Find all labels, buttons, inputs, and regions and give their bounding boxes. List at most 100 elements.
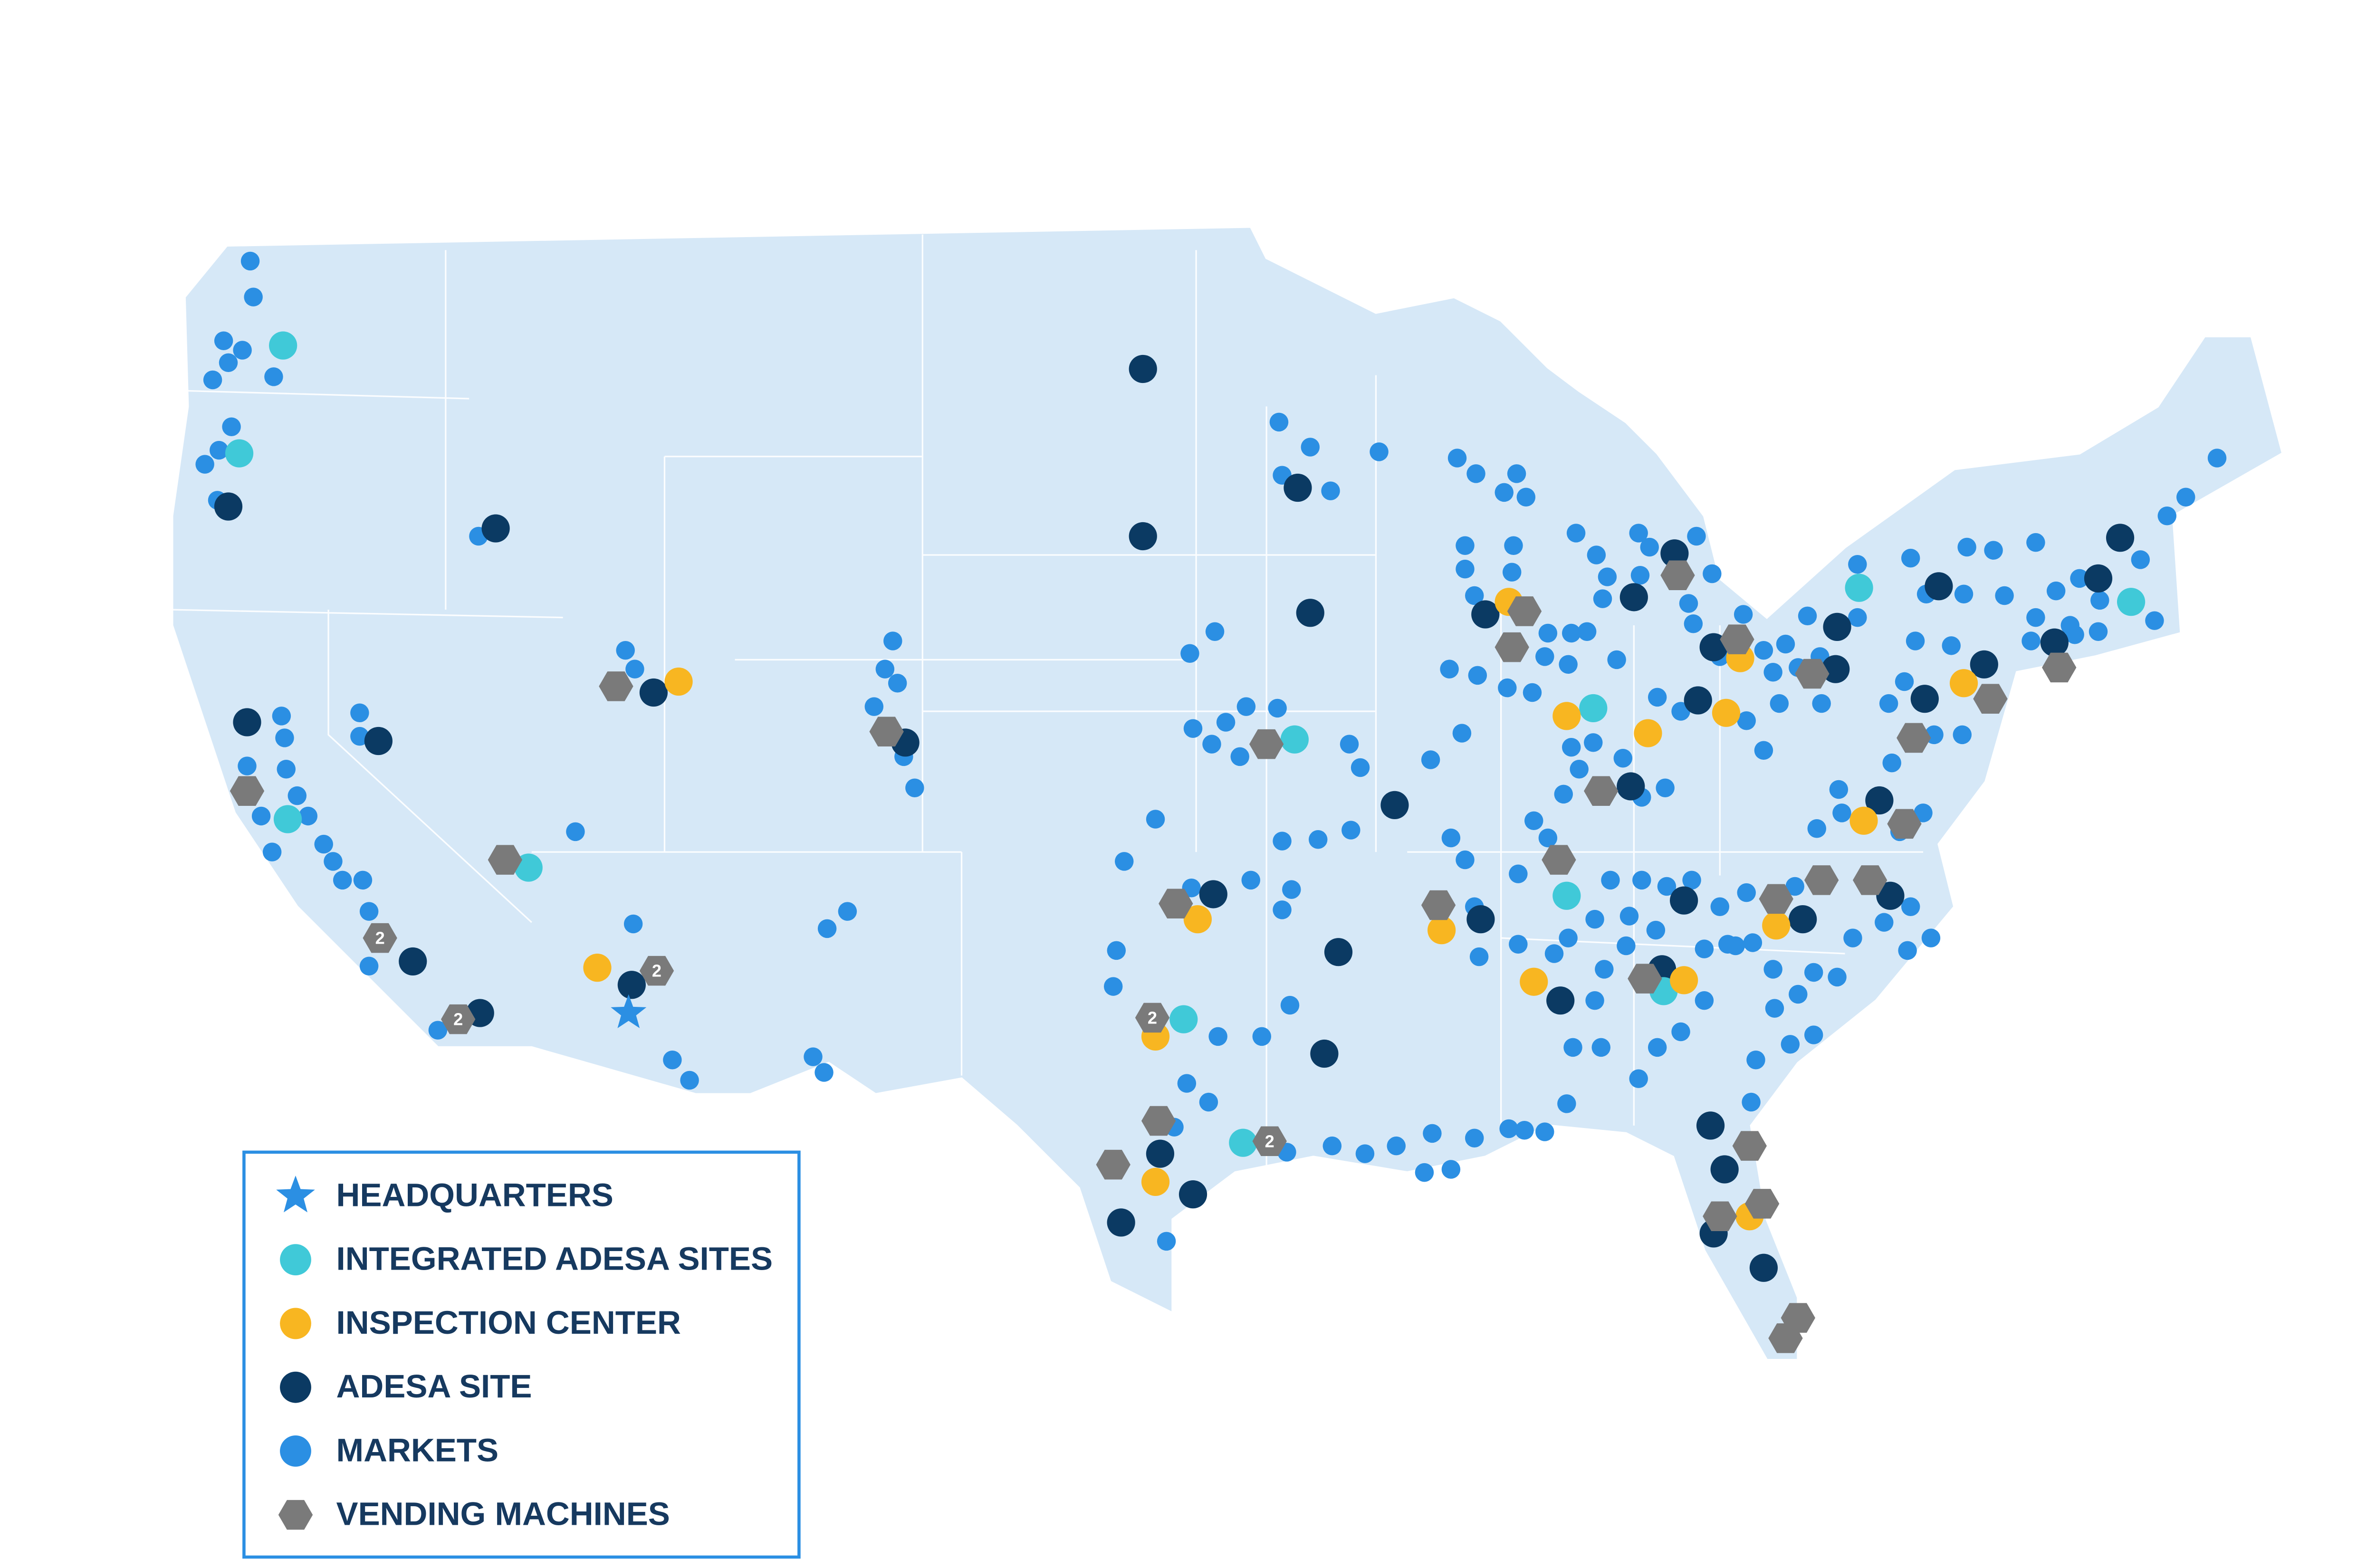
adesa-site-dot [2106,524,2135,552]
vending-machine [1628,964,1662,994]
market-dot [1829,780,1849,799]
market-dot [1507,464,1526,483]
integrated-site-dot [1845,574,1873,602]
vending-machine [639,956,674,986]
market-dot [1107,941,1126,960]
market-dot [1563,1038,1582,1057]
market-dot [2026,533,2045,552]
market-dot [1146,810,1165,829]
legend-label: VENDING MACHINES [336,1495,670,1532]
market-dot [1441,828,1461,848]
markers: 2 2 2 2 2 [195,251,2227,1353]
legend-icon [280,1371,311,1403]
market-dot [1452,724,1472,743]
adesa-site-dot [1546,986,1575,1015]
market-dot [1770,694,1789,713]
adesa-site-dot [1178,1180,1207,1209]
vending-machine [599,671,633,701]
market-dot [875,660,895,679]
market-dot [1570,760,1589,779]
vending-machine [1744,1189,1780,1219]
market-dot [1252,1027,1272,1046]
adesa-site-dot [639,678,668,707]
market-dot [1523,683,1542,702]
market-dot [2176,488,2195,507]
adesa-site-dot [399,947,427,976]
market-dot [1703,564,1722,583]
legend-icon [280,1308,311,1339]
market-dot [1671,1022,1690,1042]
market-dot [1875,913,1894,932]
market-dot [1595,960,1614,979]
market-dot [1684,614,1703,633]
legend-icon [280,1435,311,1467]
vending-machine [2042,652,2077,683]
vending-machine [1768,1323,1803,1353]
adesa-site-dot [1925,572,1953,601]
market-dot [680,1071,699,1090]
adesa-site-dot [1129,522,1157,551]
market-dot [1746,1050,1765,1070]
vending-machine [1249,729,1284,759]
market-dot [616,641,635,660]
inspection-center-dot [1428,916,1456,945]
market-dot [1585,991,1604,1010]
market-dot [1789,985,1808,1004]
market-dot [1754,641,1773,660]
market-dot [1848,555,1867,574]
market-dot [1208,1027,1227,1046]
market-dot [353,870,373,890]
adesa-site-dot [1821,655,1850,683]
market-dot [1516,488,1536,507]
integrated-site-dot [1280,725,1309,754]
market-dot [1781,1035,1800,1054]
market-dot [1898,941,1917,960]
vending-machine [1897,723,1931,753]
vending-machine [1542,845,1576,875]
market-dot [1687,526,1706,546]
legend-label: ADESA SITE [336,1367,532,1405]
market-dot [1763,960,1782,979]
market-dot [1441,1160,1461,1179]
market-dot [1743,933,1763,952]
vending-machine [1887,809,1922,839]
market-dot [1183,719,1203,738]
market-dot [1640,537,1659,557]
adesa-site-dot [1284,473,1312,502]
adesa-site-dot [1129,354,1157,383]
market-dot [1843,928,1862,947]
vending-machine [1973,684,2008,714]
market-dot [272,707,291,726]
market-dot [314,834,333,854]
market-dot [2207,449,2227,468]
vending-machine [869,717,904,747]
market-dot [238,756,257,775]
market-dot [264,367,283,386]
vending-machine [1135,1003,1170,1033]
market-dot [219,353,238,373]
adesa-site-dot [481,514,510,543]
market-dot [1322,1136,1342,1156]
legend-label: HEADQUARTERS [336,1176,613,1213]
market-dot [233,341,252,360]
market-dot [1544,944,1564,963]
market-dot [1216,713,1236,732]
adesa-site-dot [1310,1039,1339,1068]
market-dot [1895,672,1914,691]
vending-machine [1732,1131,1767,1161]
market-dot [1584,733,1603,752]
market-dot [1804,1025,1823,1044]
market-dot [1695,939,1714,958]
market-dot [1921,928,1941,947]
market-dot [240,251,260,271]
market-dot [1630,566,1650,585]
market-dot [1566,524,1586,543]
adesa-site-dot [1619,583,1648,612]
market-dot [1954,584,1974,603]
inspection-center-dot [1949,669,1978,698]
market-dot [324,852,343,871]
market-dot [1763,663,1782,682]
integrated-site-dot [1579,694,1608,723]
